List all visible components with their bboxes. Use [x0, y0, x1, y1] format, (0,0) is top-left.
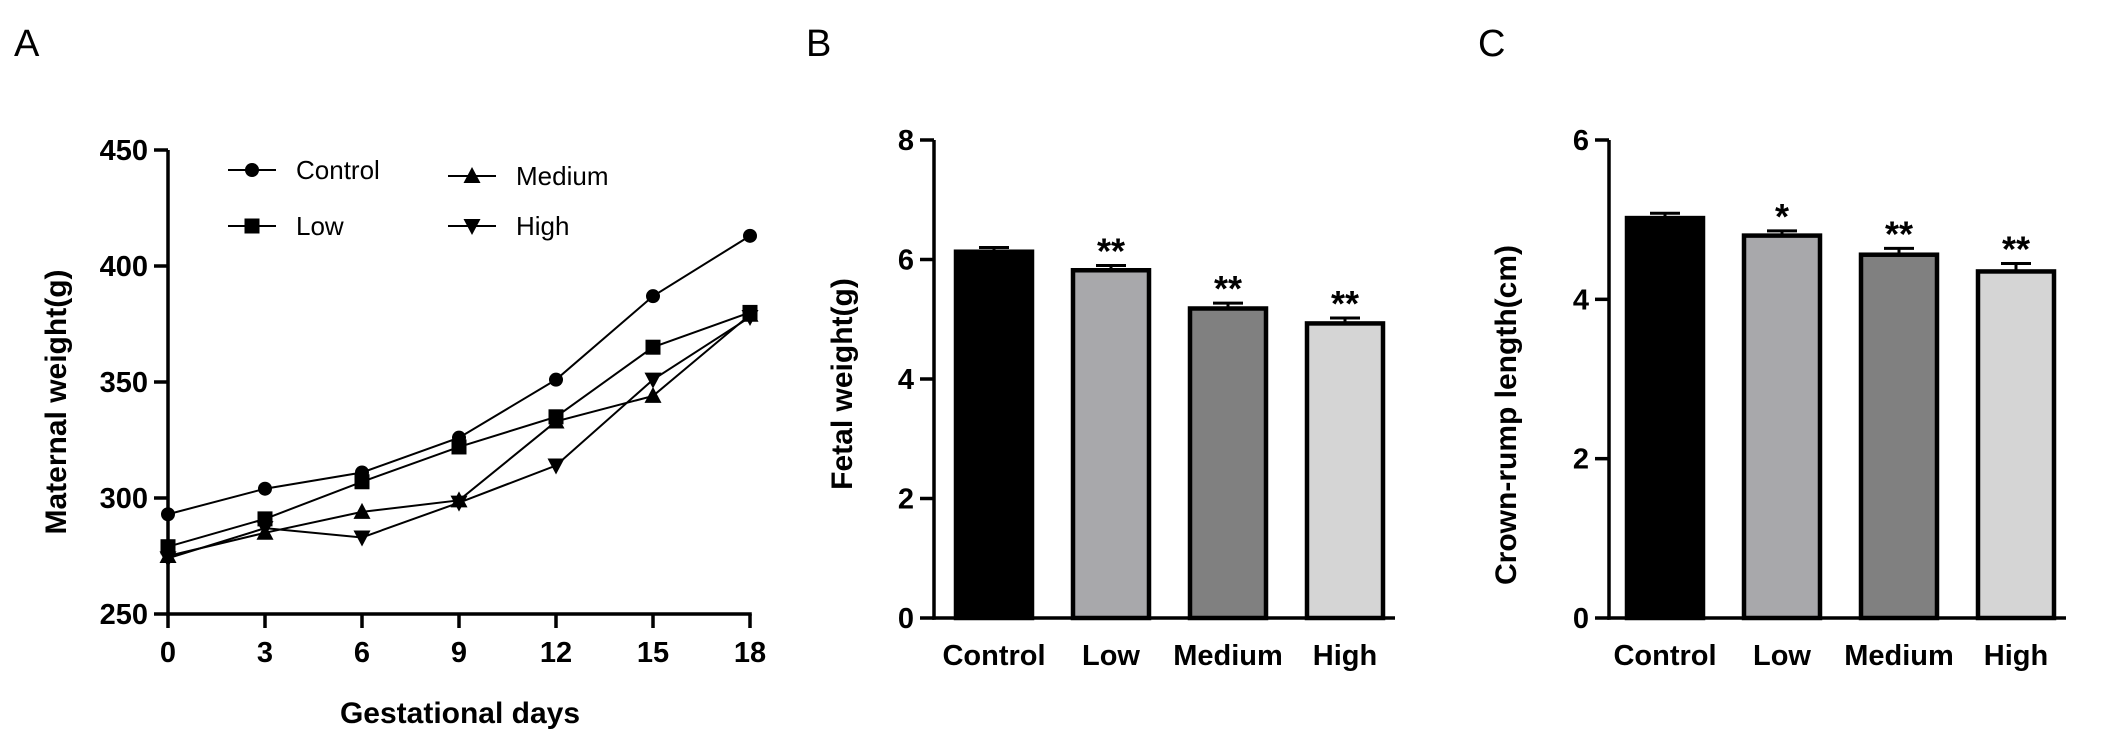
data-point-medium — [547, 412, 565, 429]
panel-label-a: A — [14, 23, 40, 65]
y-tick-label-a: 450 — [100, 135, 148, 167]
x-axis-title-a: Gestational days — [340, 697, 580, 730]
panel-label-c: C — [1478, 23, 1505, 65]
bar-c-medium — [1858, 252, 1940, 621]
y-tick-label-a: 350 — [100, 367, 148, 399]
y-tick-label-c: 0 — [1573, 603, 1589, 635]
significance-label-c: * — [1775, 196, 1789, 237]
x-tick-label-a: 3 — [257, 637, 273, 669]
x-tick-label-c: High — [1984, 640, 2048, 672]
significance-label-c: ** — [1885, 213, 1913, 254]
data-point-low — [160, 539, 176, 555]
y-tick-label-b: 6 — [898, 245, 914, 277]
y-axis-title-b: Fetal weight(g) — [826, 278, 859, 490]
data-point-high — [547, 458, 565, 475]
panel-a-maternal-weight-chart: A Maternal weight(g) Gestational days 25… — [14, 23, 766, 730]
legend-label-low: Low — [296, 211, 344, 241]
x-tick-label-b: Low — [1082, 640, 1140, 672]
data-point-medium — [644, 386, 662, 403]
y-tick-label-c: 6 — [1573, 125, 1589, 157]
legend-label-control: Control — [296, 155, 380, 185]
x-tick-label-a: 6 — [354, 637, 370, 669]
x-tick-label-b: Control — [942, 640, 1045, 672]
y-tick-label-c: 4 — [1573, 284, 1589, 316]
bar-c-control — [1624, 215, 1706, 621]
legend-marker-medium — [463, 167, 481, 183]
x-tick-label-a: 18 — [734, 637, 766, 669]
series-line-control — [167, 234, 751, 516]
panel-c-crown-rump-chart: C Crown-rump length(cm) * ** ** Control Low… — [1478, 23, 2066, 672]
y-axis-title-c: Crown-rump length(cm) — [1490, 245, 1523, 585]
y-tick-label-c: 2 — [1573, 444, 1589, 476]
data-point-low — [354, 474, 370, 490]
data-point-high — [741, 310, 759, 327]
data-point-high — [256, 521, 274, 538]
legend-label-high: High — [516, 211, 569, 241]
legend-marker-high — [463, 219, 481, 235]
data-point-low — [451, 439, 467, 455]
y-tick-label-b: 4 — [898, 364, 914, 396]
bar-b-high — [1304, 321, 1386, 621]
bar-b-medium — [1187, 306, 1269, 621]
x-tick-label-a: 9 — [451, 637, 467, 669]
significance-label-b: ** — [1097, 230, 1125, 271]
panel-b-fetal-weight-chart: B Fetal weight(g) ** ** ** Control Low Mediu… — [806, 23, 1395, 672]
data-point-control — [258, 481, 272, 496]
data-point-high — [450, 495, 468, 512]
x-tick-label-c: Medium — [1844, 640, 1954, 672]
data-point-medium — [353, 502, 371, 519]
data-point-control — [646, 289, 660, 304]
data-point-control — [549, 372, 563, 387]
significance-label-b: ** — [1214, 268, 1242, 309]
y-tick-label-b: 0 — [898, 603, 914, 635]
y-tick-label-a: 400 — [100, 251, 148, 283]
bar-c-high — [1975, 269, 2057, 621]
x-tick-label-a: 12 — [540, 637, 572, 669]
legend-marker-low — [244, 218, 260, 234]
significance-label-b: ** — [1331, 283, 1359, 324]
y-axis-title-a: Maternal weight(g) — [40, 269, 73, 534]
bar-b-low — [1070, 268, 1152, 621]
data-point-low — [645, 339, 661, 355]
y-tick-label-a: 300 — [100, 483, 148, 515]
data-point-control — [161, 507, 175, 522]
x-tick-label-c: Control — [1613, 640, 1716, 672]
legend-label-medium: Medium — [516, 161, 608, 191]
y-tick-label-b: 8 — [898, 125, 914, 157]
x-tick-label-b: High — [1313, 640, 1377, 672]
data-point-control — [743, 228, 757, 243]
x-tick-label-c: Low — [1753, 640, 1811, 672]
x-tick-label-a: 15 — [637, 637, 669, 669]
x-tick-label-b: Medium — [1173, 640, 1283, 672]
data-point-high — [644, 372, 662, 389]
y-tick-label-b: 2 — [898, 484, 914, 516]
legend-marker-control — [245, 163, 259, 177]
bar-c-low — [1741, 233, 1823, 621]
y-tick-label-a: 250 — [100, 599, 148, 631]
data-point-high — [159, 551, 177, 568]
x-tick-label-a: 0 — [160, 637, 176, 669]
significance-label-c: ** — [2002, 228, 2030, 269]
bar-b-control — [953, 249, 1035, 621]
data-point-high — [353, 530, 371, 547]
panel-label-b: B — [806, 23, 831, 65]
